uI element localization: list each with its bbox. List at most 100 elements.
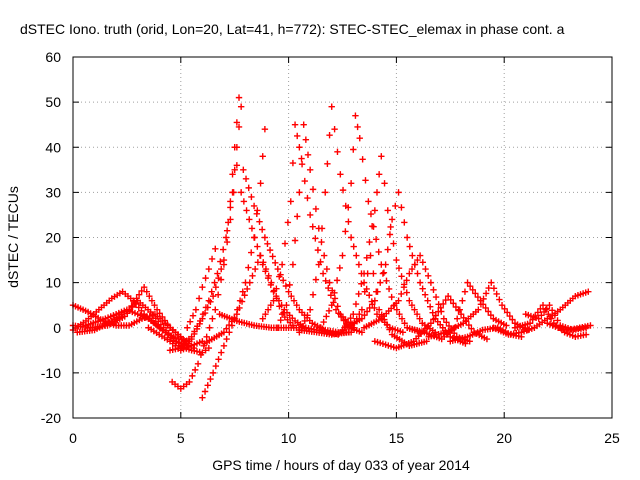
chart-title: dSTEC Iono. truth (orid, Lon=20, Lat=41,…	[20, 21, 565, 37]
data-point	[419, 285, 426, 292]
data-point	[227, 216, 234, 223]
data-point	[324, 160, 331, 167]
data-point	[220, 261, 228, 268]
data-point	[257, 252, 264, 259]
data-point	[411, 261, 418, 268]
data-point	[377, 279, 384, 286]
data-point	[202, 274, 209, 282]
data-point	[191, 328, 198, 335]
data-point	[266, 246, 274, 254]
data-point	[242, 175, 250, 183]
data-point	[328, 301, 335, 309]
data-point	[243, 207, 250, 214]
data-point	[306, 306, 314, 313]
data-point	[399, 329, 407, 336]
data-point	[401, 320, 408, 327]
data-point	[509, 316, 516, 323]
data-point	[365, 198, 372, 205]
data-point	[398, 273, 405, 280]
data-point	[375, 306, 383, 313]
axis-ticks: 0 5 10 15 20 25 -20 -10 0 10 20 30 40 50 60	[41, 49, 620, 446]
data-point	[161, 317, 169, 324]
data-point	[430, 286, 437, 294]
data-point	[261, 234, 269, 241]
data-point	[223, 325, 230, 332]
data-point	[287, 198, 294, 205]
data-point	[411, 306, 418, 313]
data-point	[238, 298, 246, 305]
y-tick-label: 30	[45, 184, 61, 200]
data-point	[318, 225, 326, 232]
data-point	[400, 283, 408, 291]
data-point	[366, 304, 373, 312]
data-point	[375, 248, 382, 256]
data-point	[246, 216, 253, 223]
data-point	[233, 144, 241, 151]
data-point	[339, 252, 346, 259]
data-point	[331, 289, 338, 296]
data-point	[353, 252, 360, 259]
data-point	[248, 225, 256, 232]
data-point	[199, 311, 207, 318]
series-arc	[201, 252, 297, 347]
data-point	[312, 235, 319, 242]
data-point	[189, 312, 197, 319]
data-point	[140, 283, 148, 291]
data-point	[472, 290, 479, 297]
data-point	[212, 362, 220, 370]
data-point	[298, 155, 305, 162]
y-tick-label: -20	[41, 410, 61, 426]
data-point	[322, 189, 329, 196]
data-point	[256, 218, 263, 225]
data-point	[548, 307, 556, 314]
data-point	[424, 297, 431, 304]
data-point	[547, 315, 555, 322]
data-point	[318, 238, 325, 246]
data-point	[352, 112, 359, 119]
data-point	[240, 198, 248, 205]
data-point	[225, 321, 233, 329]
data-point	[231, 314, 238, 322]
data-point	[378, 153, 385, 160]
data-point	[209, 292, 217, 300]
series-arc	[341, 189, 469, 347]
x-tick-label: 0	[69, 430, 77, 446]
data-point	[403, 234, 411, 241]
data-point	[218, 349, 225, 356]
data-point	[194, 360, 202, 368]
data-point	[419, 259, 427, 266]
data-point	[423, 338, 430, 345]
data-point	[248, 249, 255, 256]
data-point	[309, 223, 316, 230]
data-point	[212, 306, 219, 313]
data-point	[304, 312, 311, 319]
data-point	[281, 240, 289, 247]
data-point	[388, 293, 395, 301]
data-point	[323, 313, 330, 320]
data-point	[192, 306, 200, 313]
data-point	[493, 290, 500, 298]
data-point	[236, 304, 243, 312]
data-point	[386, 326, 393, 333]
data-point	[487, 311, 495, 319]
data-point	[395, 264, 403, 272]
data-point	[482, 304, 489, 312]
data-point	[526, 320, 534, 327]
data-point	[205, 265, 213, 273]
data-point	[274, 265, 282, 273]
data-point	[506, 312, 514, 320]
plot-frame	[72, 56, 613, 419]
data-point	[393, 306, 401, 313]
x-tick-label: 10	[281, 430, 297, 446]
data-point	[323, 265, 331, 273]
data-point	[237, 189, 245, 196]
data-point	[409, 252, 416, 259]
data-point	[416, 252, 424, 259]
data-point	[504, 309, 511, 316]
data-point	[285, 288, 292, 295]
data-point	[197, 351, 205, 359]
data-point	[250, 202, 258, 210]
data-point	[401, 219, 408, 226]
data-point	[208, 288, 215, 295]
